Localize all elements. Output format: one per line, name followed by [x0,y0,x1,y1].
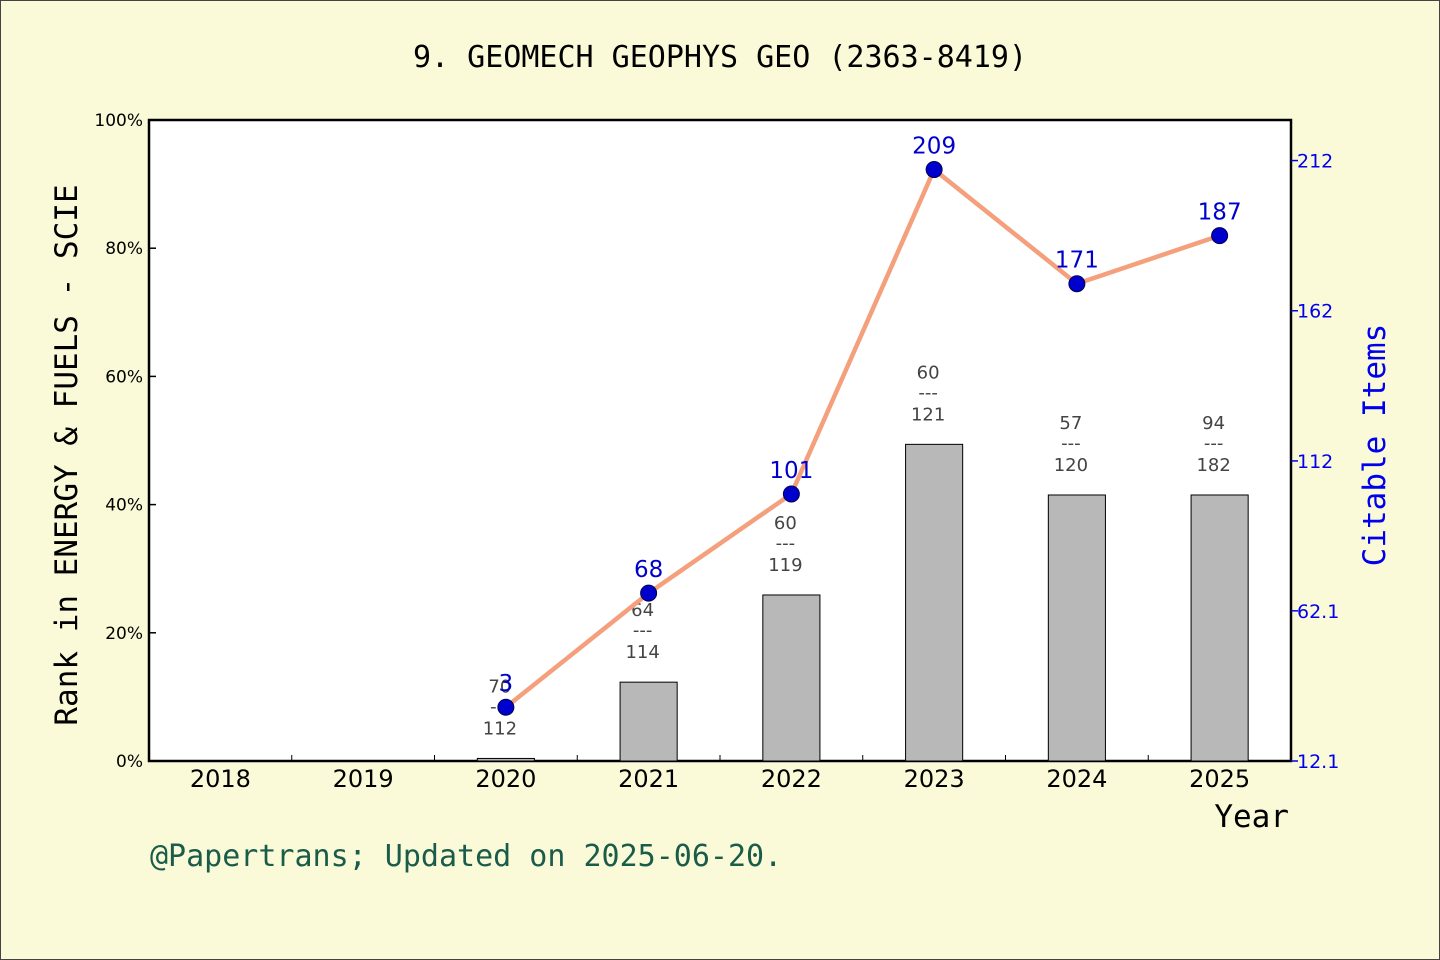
series-line [504,167,1221,709]
x-tick-label: 2021 [618,765,679,793]
series-point [925,161,943,179]
bar-label-rank: 70 [488,676,511,697]
y2-tick-label: 12.1 [1297,751,1339,773]
series-point [782,485,800,503]
bar-label-separator: --- [918,382,938,403]
bar-label-total: 112 [483,718,517,739]
x-axis-label: Year [1214,799,1289,835]
y2-axis-label: Citable Items [1357,324,1393,567]
y-tick-label: 80% [105,239,143,259]
bar-label-total: 119 [768,555,802,576]
bar-label-separator: --- [1061,433,1081,454]
bar [905,443,964,762]
y2-tick-label: 112 [1297,451,1333,473]
bar-label-separator: --- [633,620,653,641]
bar [1190,494,1249,762]
bar [619,681,678,762]
y2-tick-label: 62.1 [1297,601,1339,623]
bar-label-rank: 94 [1202,413,1225,434]
x-tick-label: 2019 [333,765,394,793]
y2-axis: 12.1 62.1 112 162 212 [1291,151,1339,773]
x-axis: 2018 2019 2020 2021 2022 2023 2024 2025 [190,755,1250,793]
series-point [640,584,658,602]
bar-label-separator: --- [1204,433,1224,454]
x-tick-label: 2022 [761,765,822,793]
bar-label-rank: 57 [1059,413,1082,434]
series-point-label: 3 [499,671,514,697]
y-tick-label: 40% [105,496,143,516]
x-tick-label: 2018 [190,765,251,793]
bar-label-separator: --- [776,533,796,554]
bar [476,757,535,762]
x-tick-label: 2024 [1046,765,1107,793]
x-tick-label: 2025 [1189,765,1250,793]
y-tick-label: 20% [105,624,143,644]
y2-tick-label: 212 [1297,151,1333,173]
chart-title: 9. GEOMECH GEOPHYS GEO (2363-8419) [413,40,1027,75]
series-point-label: 209 [912,134,956,160]
footer-credit: @Papertrans; Updated on 2025-06-20. [150,839,782,874]
bar-label-total: 120 [1054,455,1088,476]
bar-label-rank: 60 [774,513,797,534]
series-point [1211,227,1229,245]
y-tick-label: 60% [105,367,143,387]
line-layer: 3 68 101 209 171 187 [497,134,1242,716]
bar-label-total: 182 [1196,455,1230,476]
y-tick-label: 100% [94,111,143,131]
bars-layer [476,443,1249,762]
series-point-label: 187 [1198,200,1242,226]
series-point [1068,275,1086,293]
series-point-label: 171 [1055,248,1099,274]
bar-label-rank: 64 [631,600,654,621]
bar-label-total: 114 [625,642,659,663]
plot-area [147,118,1293,763]
series-point-label: 101 [769,458,813,484]
x-tick-label: 2020 [475,765,536,793]
y-axis: 0% 20% 40% 60% 80% 100% [94,111,156,772]
bar [1047,494,1106,762]
series-point [497,698,515,716]
bar-labels-layer: 70---11264---11460---11960---12157---120… [483,362,1231,739]
bar-label-rank: 60 [917,362,940,383]
y-axis-label: Rank in ENERGY & FUELS - SCIE [49,184,85,725]
bar [762,594,821,762]
x-tick-label: 2023 [904,765,965,793]
y2-tick-label: 162 [1297,301,1333,323]
series-point-label: 68 [634,557,663,583]
bar-label-total: 121 [911,404,945,425]
y-tick-label: 0% [116,752,143,772]
